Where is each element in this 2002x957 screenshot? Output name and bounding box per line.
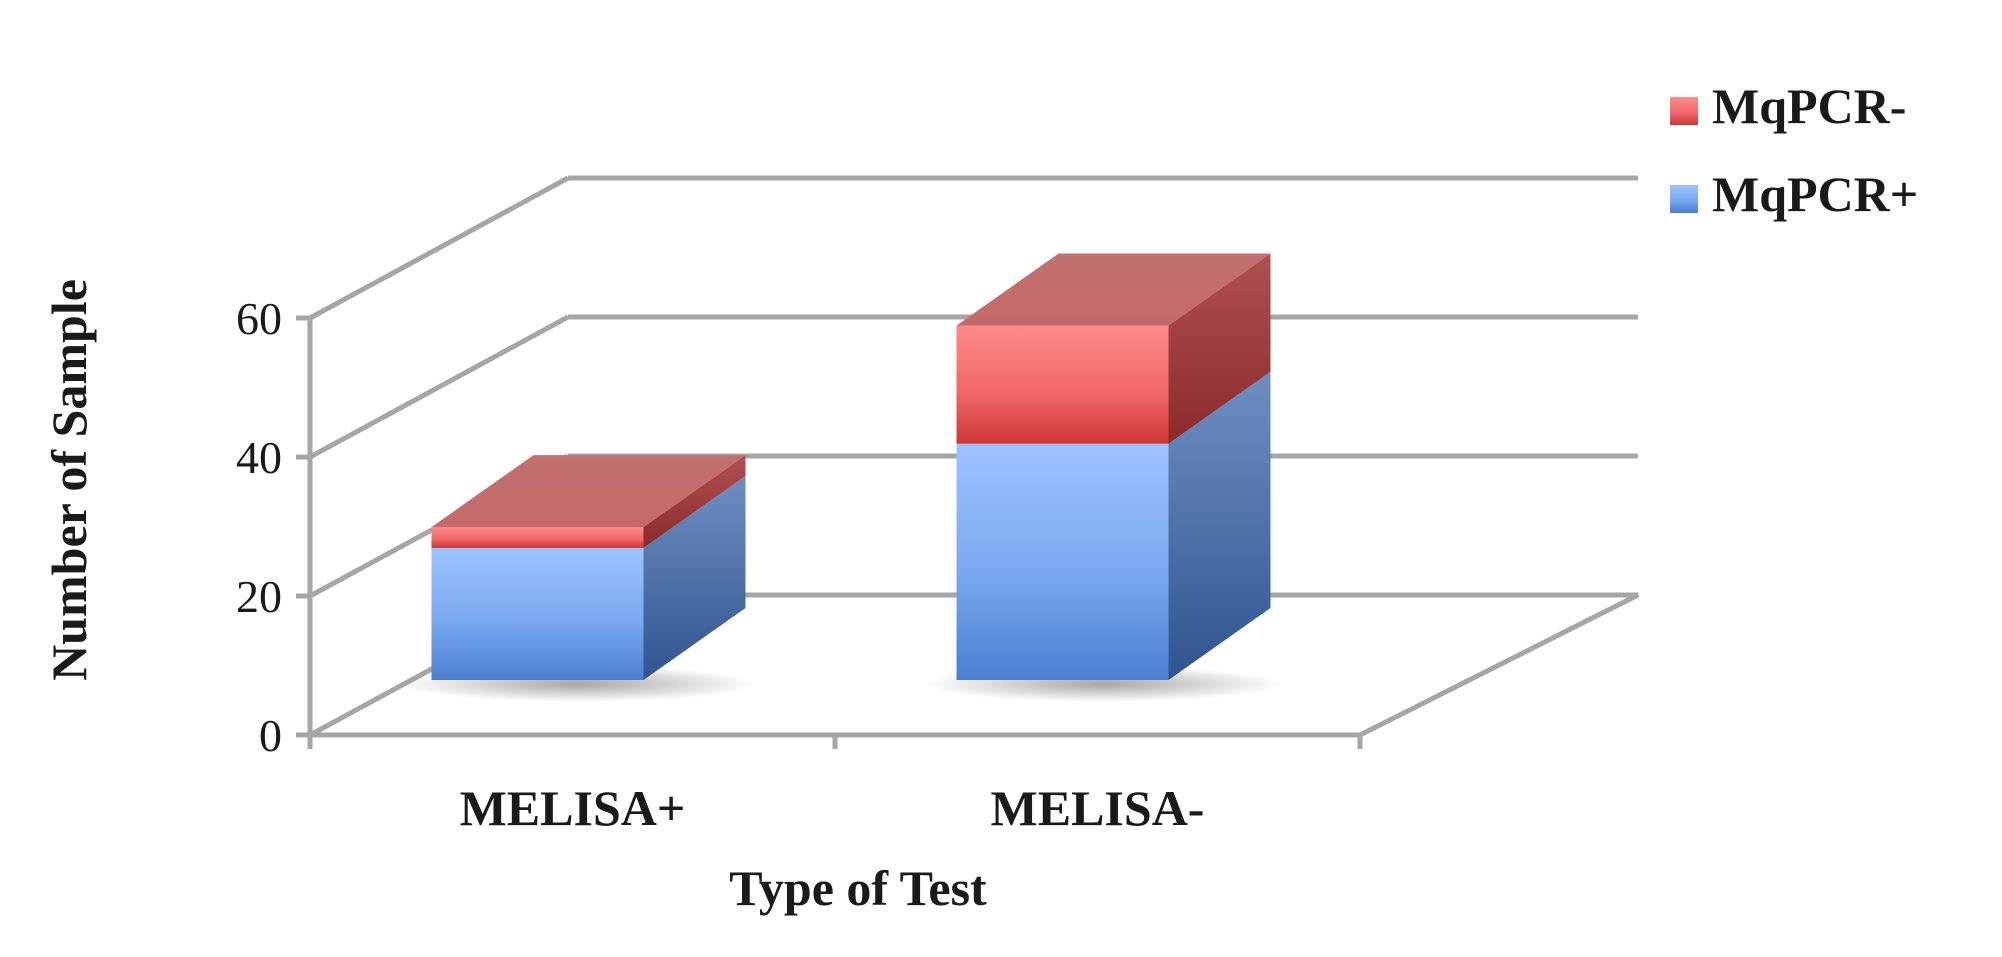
bar-top-face (431, 455, 746, 528)
side-gridline (308, 314, 570, 460)
legend-swatch (1670, 97, 1698, 125)
x-category-label: MELISA+ (460, 780, 686, 836)
y-tick-label: 60 (236, 293, 282, 344)
bar-segment-mqpcr (431, 455, 746, 548)
bar-side-face (643, 455, 746, 548)
legend-label: MqPCR+ (1712, 166, 1918, 222)
y-axis-title: Number of Sample (41, 279, 97, 681)
y-tick-label: 20 (236, 571, 282, 622)
y-axis: 0 20 40 60 (236, 293, 1363, 761)
legend-label: MqPCR- (1712, 78, 1906, 134)
bar-top-face (956, 253, 1271, 326)
bar-segment-mqpcr (956, 371, 1271, 680)
bar-front-face (431, 547, 644, 680)
bar-side-face (1168, 253, 1271, 444)
x-axis-title: Type of Test (729, 860, 987, 916)
legend-swatch (1670, 185, 1698, 213)
x-category-label: MELISA- (991, 780, 1205, 836)
text-layer: Type of Test Number of Sample MELISA+ MEL… (41, 279, 1204, 916)
y-tick-label: 40 (236, 432, 282, 483)
bar-front-face (431, 527, 644, 548)
bar-front-face (956, 443, 1169, 680)
bar-side-face (1168, 371, 1271, 680)
legend: MqPCR- MqPCR+ (1670, 78, 1918, 222)
side-gridline (308, 175, 570, 321)
bar-side-face (643, 475, 746, 680)
bar-front-face (956, 325, 1169, 444)
bar-segment-mqpcr (956, 253, 1271, 444)
y-tick-label: 0 (259, 710, 282, 761)
bars-layer (397, 253, 1283, 702)
bar-segment-mqpcr (431, 475, 746, 680)
